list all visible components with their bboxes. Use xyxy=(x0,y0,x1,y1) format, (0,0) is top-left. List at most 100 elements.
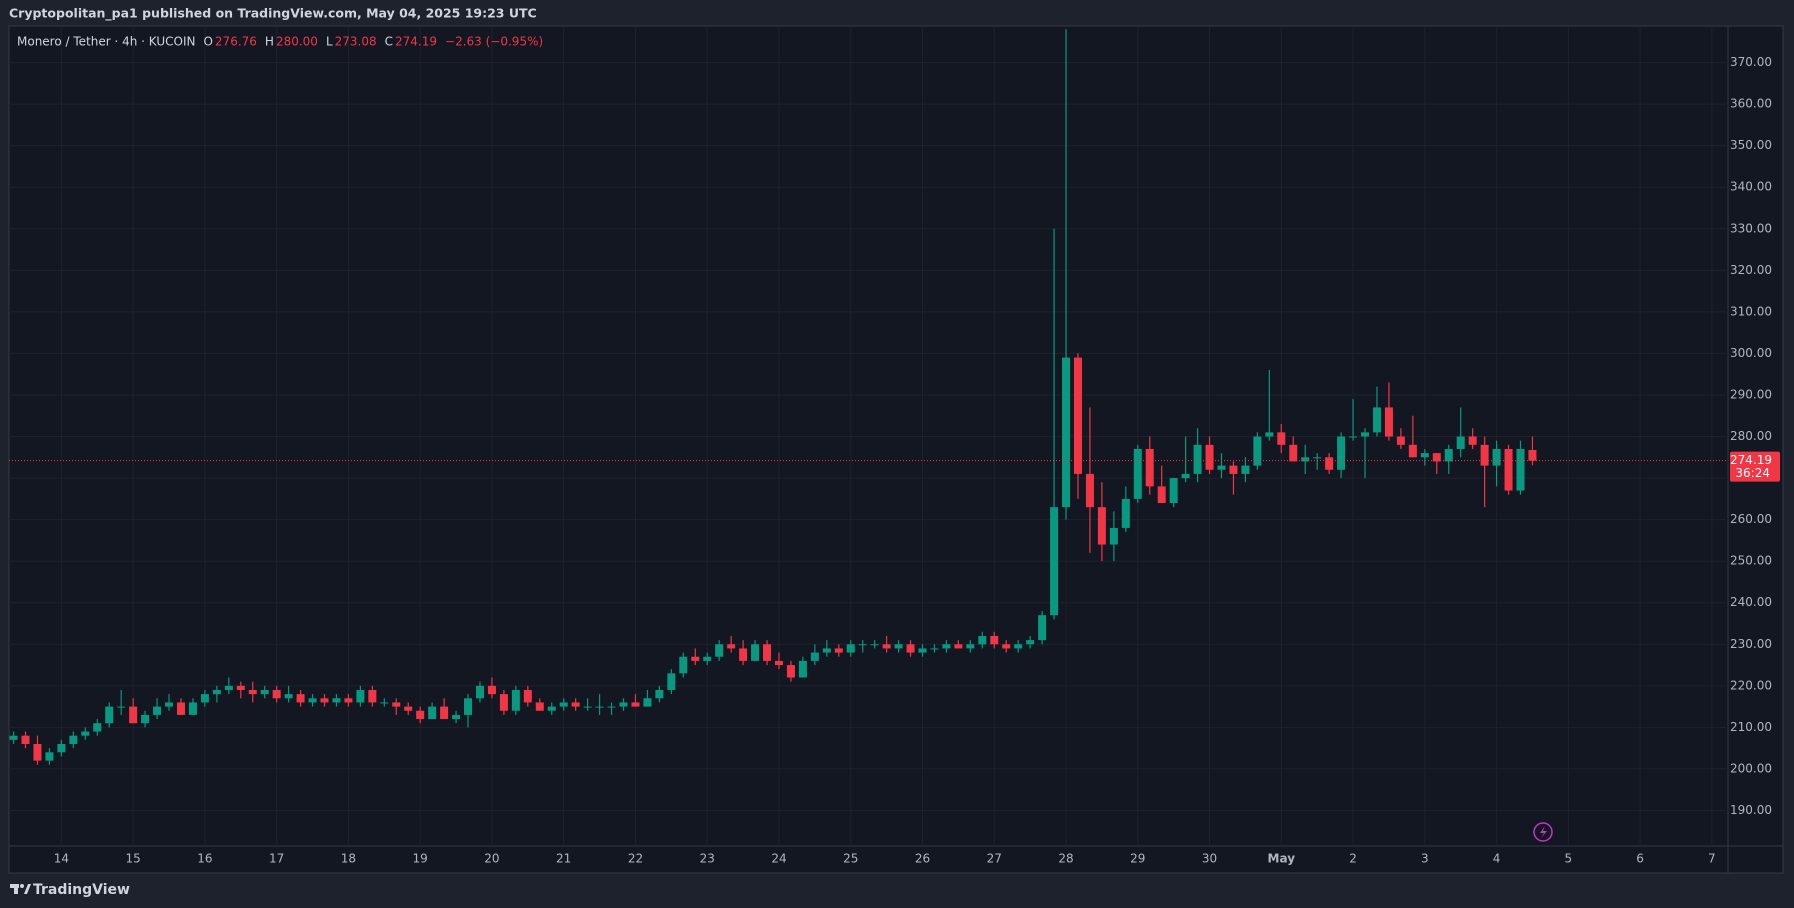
x-tick-label: 27 xyxy=(987,852,1002,866)
alert-icon[interactable] xyxy=(1533,822,1553,842)
candle-body xyxy=(894,644,903,649)
candle-body xyxy=(906,644,915,653)
y-tick-label: 330.00 xyxy=(1730,221,1772,235)
candle-body xyxy=(1432,453,1441,462)
candle-body xyxy=(691,656,700,661)
candle-body xyxy=(1157,486,1166,504)
candle-body xyxy=(320,698,329,703)
legend: Monero / Tether · 4h · KUCOIN O 276.76 H 280… xyxy=(17,35,543,49)
x-tick-label: 26 xyxy=(915,852,930,866)
candle-body xyxy=(392,702,401,707)
x-tick-label: 4 xyxy=(1493,852,1501,866)
candle-body xyxy=(511,689,520,711)
candle-body xyxy=(703,656,712,661)
candle-body xyxy=(499,694,508,711)
candle-body xyxy=(117,706,126,708)
candle-body xyxy=(774,660,783,666)
plot xyxy=(9,26,1728,846)
ohlc-value: 273.08 xyxy=(335,35,377,49)
candle-body xyxy=(858,644,867,646)
x-tick-label: 22 xyxy=(628,852,643,866)
candle-body xyxy=(1050,507,1059,616)
candle-body xyxy=(739,648,748,661)
x-tick-label: 17 xyxy=(269,852,284,866)
candle-body xyxy=(404,706,413,711)
candle-body xyxy=(176,702,185,715)
x-tick-label: 20 xyxy=(484,852,499,866)
candle-body xyxy=(1492,448,1501,466)
candle-body xyxy=(1014,644,1023,649)
candle-body xyxy=(188,702,197,715)
candle-body xyxy=(260,689,269,695)
logo-part xyxy=(14,884,18,894)
candle-body xyxy=(344,698,353,703)
candle-body xyxy=(918,648,927,653)
candle-body xyxy=(966,644,975,649)
candle-body xyxy=(547,706,556,711)
candle-body xyxy=(643,698,652,707)
candle-body xyxy=(272,689,281,699)
candle-body xyxy=(1444,448,1453,462)
candle-body xyxy=(105,706,114,724)
ohlc-key: O xyxy=(203,35,212,49)
candle-body xyxy=(284,694,293,699)
x-tick-label: 25 xyxy=(843,852,858,866)
y-tick-label: 280.00 xyxy=(1730,429,1772,443)
ohlc-value: 280.00 xyxy=(276,35,318,49)
x-tick-label: 18 xyxy=(341,852,356,866)
x-tick-label: 24 xyxy=(771,852,786,866)
candle-body xyxy=(416,710,425,720)
candle-body xyxy=(9,735,18,740)
candle-body xyxy=(1169,478,1178,504)
candle-body xyxy=(846,644,855,653)
candle-body xyxy=(57,743,66,753)
candle-body xyxy=(1253,436,1262,466)
change: −2.63 (−0.95%) xyxy=(445,35,543,49)
x-tick-label: 21 xyxy=(556,852,571,866)
candle-body xyxy=(452,714,461,720)
candle-body xyxy=(655,689,664,699)
candle-body xyxy=(45,752,54,761)
x-tick-label: 23 xyxy=(700,852,715,866)
candle-body xyxy=(1133,448,1142,499)
candle-body xyxy=(1372,407,1381,433)
candle-body xyxy=(368,689,377,703)
candle-body xyxy=(487,685,496,695)
y-tick-label: 230.00 xyxy=(1730,637,1772,651)
candle-body xyxy=(810,652,819,661)
candle-body xyxy=(332,698,341,703)
candle-body xyxy=(535,702,544,711)
candle-body xyxy=(607,706,616,708)
candle-body xyxy=(1205,444,1214,470)
y-tick-label: 240.00 xyxy=(1730,595,1772,609)
candle-body xyxy=(1301,457,1310,462)
candle-body xyxy=(464,698,473,715)
candle-body xyxy=(1325,457,1334,470)
y-tick-label: 210.00 xyxy=(1730,720,1772,734)
candle-body xyxy=(1241,465,1250,474)
candle-body xyxy=(1313,457,1322,459)
candle-body xyxy=(882,644,891,649)
candle-body xyxy=(248,689,257,695)
candle-body xyxy=(33,743,42,761)
candle-body xyxy=(595,706,604,708)
candle-body xyxy=(751,644,760,661)
ohlc-value: 274.19 xyxy=(395,35,437,49)
candle-body xyxy=(1145,448,1154,487)
last-price-label: 274.19 xyxy=(1730,453,1772,467)
candle-body xyxy=(236,685,245,690)
candle-body xyxy=(69,735,78,744)
candle-body xyxy=(1480,444,1489,466)
candle-body xyxy=(954,644,963,649)
symbol: Monero / Tether · 4h · KUCOIN xyxy=(17,35,195,49)
y-tick-label: 260.00 xyxy=(1730,512,1772,526)
candle-body xyxy=(1109,527,1118,545)
candle-body xyxy=(200,694,209,703)
candle-body xyxy=(1038,615,1047,641)
candle-body xyxy=(1420,453,1429,458)
candle-body xyxy=(1408,444,1417,458)
candle-body xyxy=(1361,432,1370,437)
y-tick-label: 350.00 xyxy=(1730,138,1772,152)
